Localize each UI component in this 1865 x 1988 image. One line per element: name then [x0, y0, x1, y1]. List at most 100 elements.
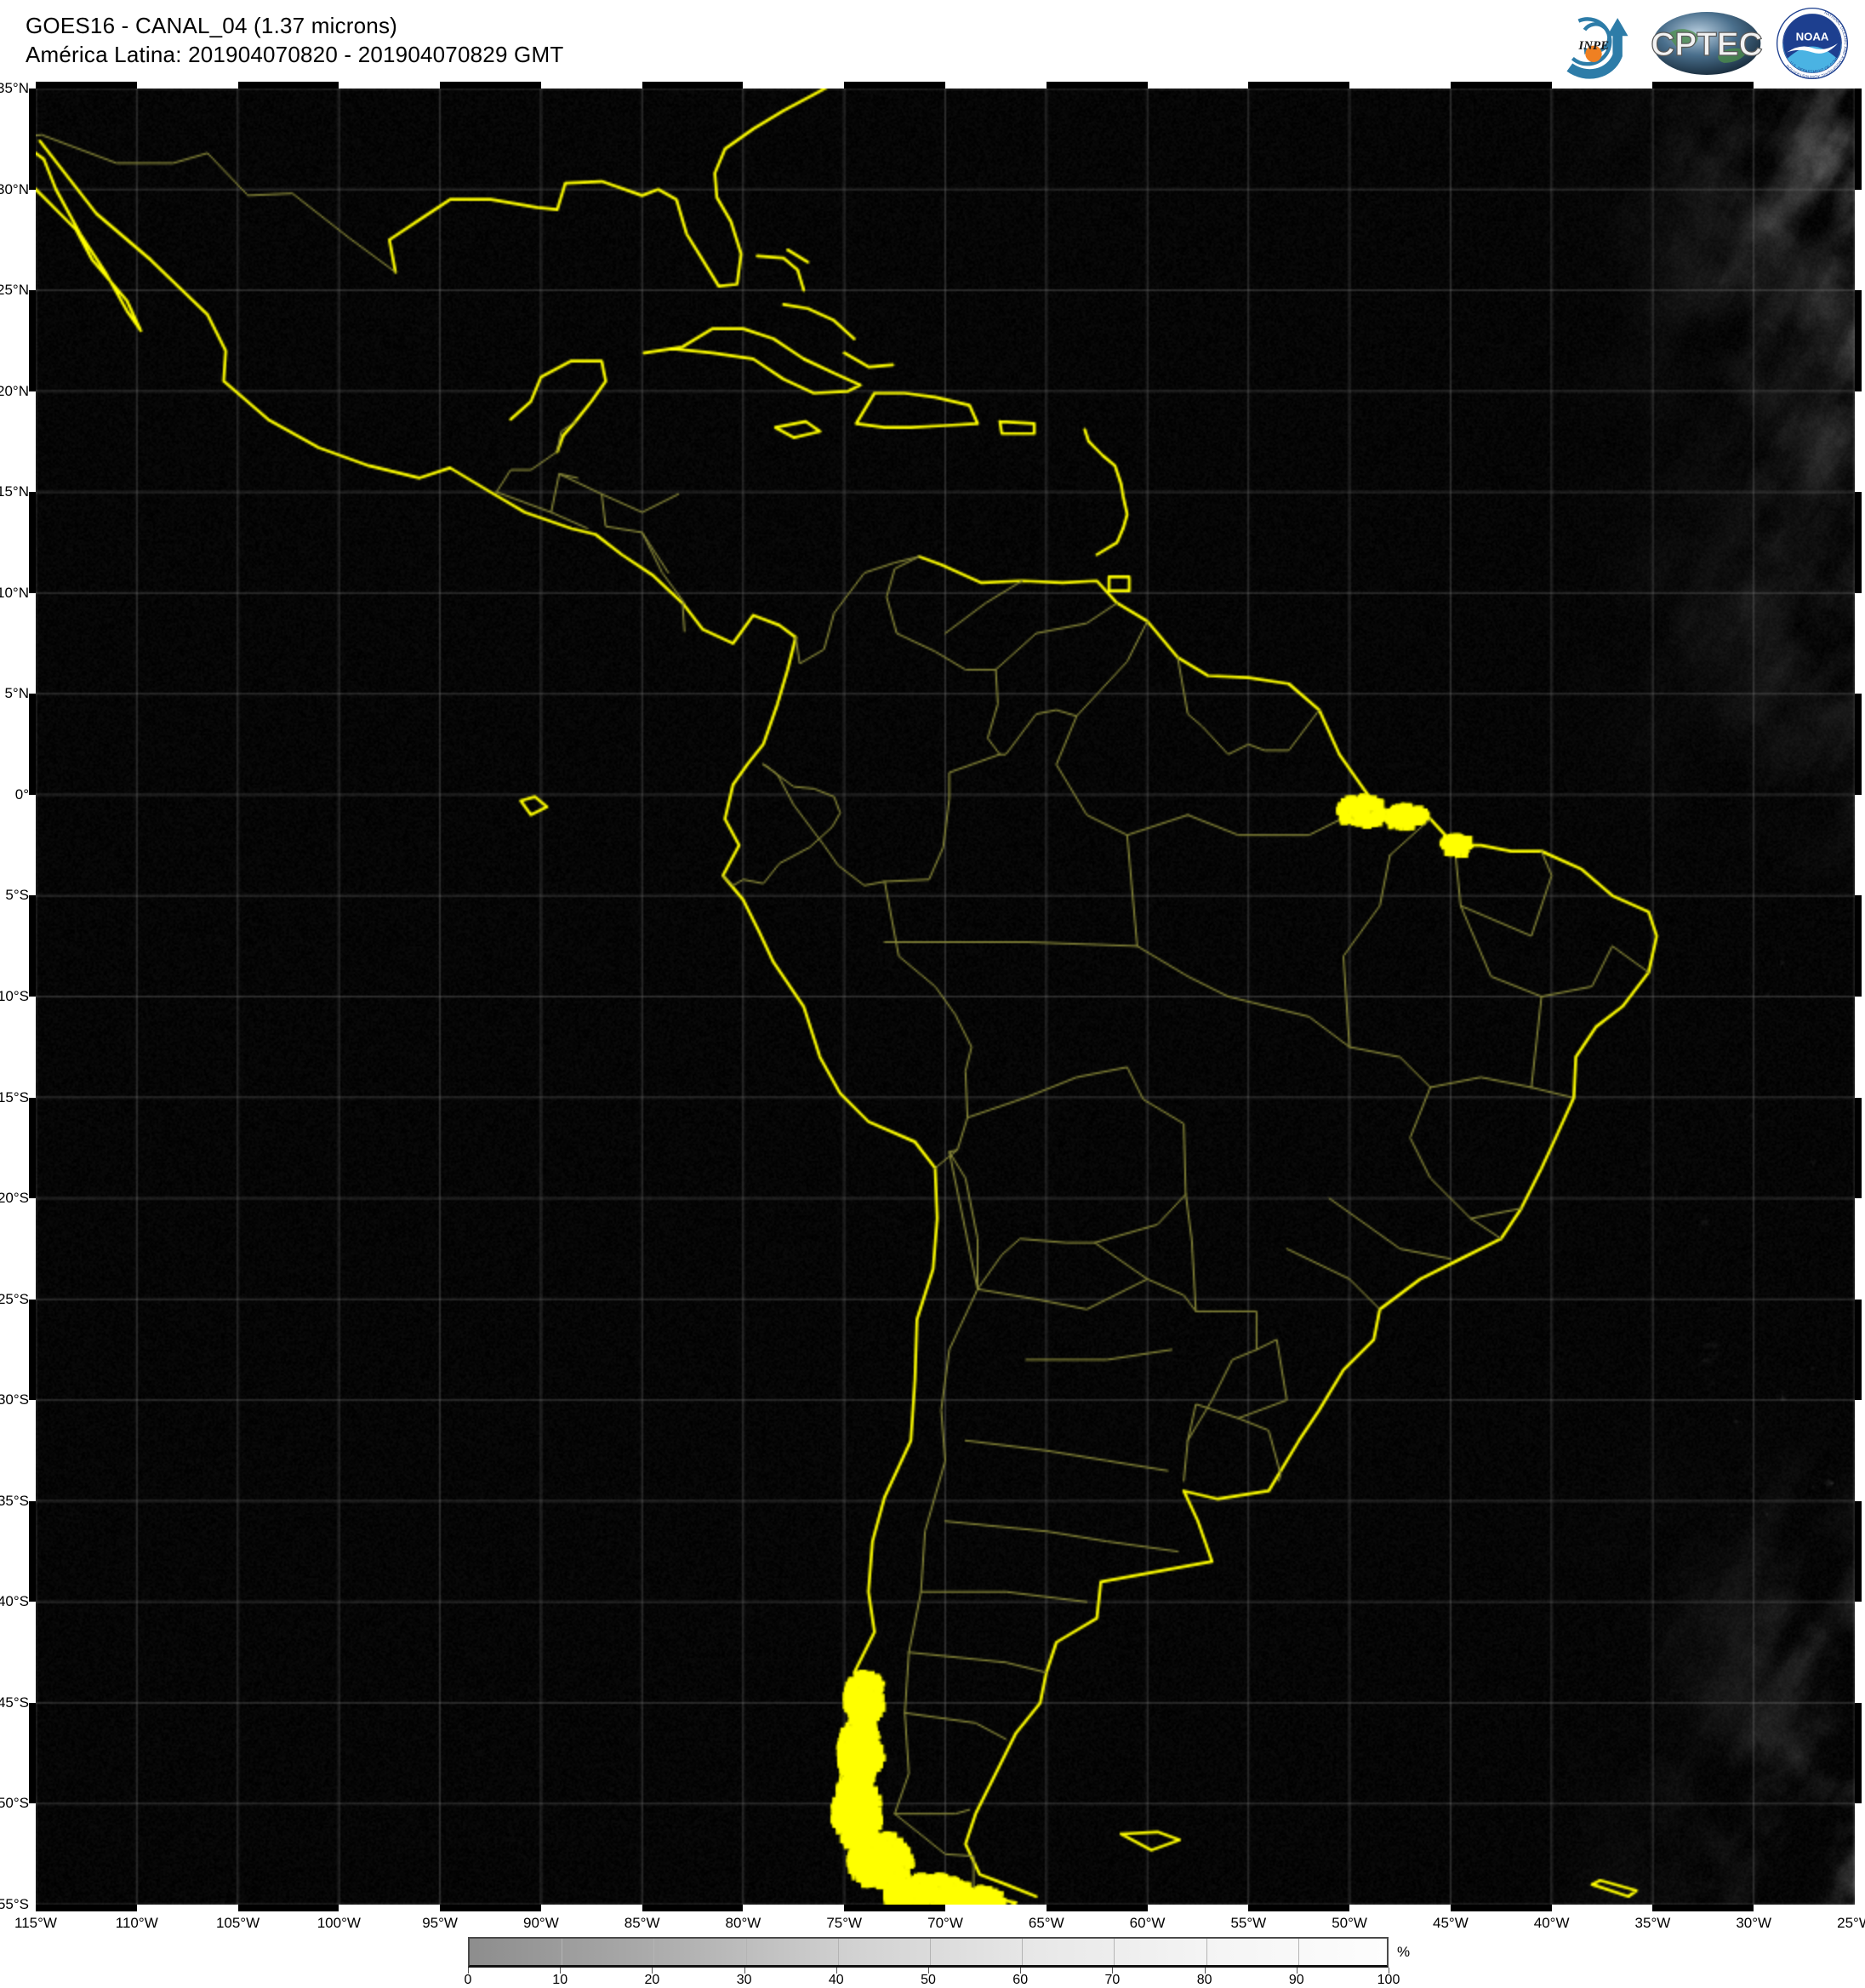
axis-tick-segment — [1855, 1702, 1862, 1804]
axis-tick-segment — [1450, 82, 1552, 89]
lat-tick-label: 20°N — [0, 382, 29, 399]
colorbar-unit-label: % — [1397, 1944, 1411, 1960]
axis-tick-segment — [1855, 1299, 1862, 1401]
axis-tick-segment — [642, 82, 744, 89]
colorbar-tick-label: 70 — [1104, 1973, 1121, 1987]
logo-strip: INPE CPTEC NOAA — [1556, 3, 1850, 83]
lat-tick-label: 0° — [14, 785, 29, 803]
lat-tick-label: 5°S — [5, 887, 29, 904]
colorbar-tickmark — [1204, 1968, 1206, 1974]
lon-tick-label: 90°W — [522, 1915, 559, 1931]
lon-tick-label: 50°W — [1332, 1915, 1367, 1931]
colorbar-tickmark — [1020, 1968, 1022, 1974]
satellite-image-canvas — [36, 89, 1855, 1905]
axis-tick-segment — [237, 1905, 339, 1911]
axis-tick-segment — [29, 1097, 36, 1199]
axis-tick-segment — [844, 82, 945, 89]
inpe-logo: INPE — [1566, 17, 1628, 79]
lat-tick-label: 50°S — [0, 1795, 29, 1812]
satellite-map[interactable] — [36, 89, 1855, 1905]
colorbar-tick-label: 30 — [736, 1973, 752, 1987]
axis-tick-segment — [844, 1905, 945, 1911]
axis-tick-segment — [1652, 82, 1754, 89]
axis-tick-segment — [440, 82, 541, 89]
colorbar-tickmark — [1296, 1968, 1298, 1974]
colorbar-divider — [1206, 1939, 1207, 1965]
header-bar: GOES16 - CANAL_04 (1.37 microns) América… — [0, 0, 1865, 89]
colorbar[interactable] — [468, 1937, 1389, 1968]
axis-tick-segment — [1855, 895, 1862, 997]
lon-tick-label: 100°W — [317, 1915, 361, 1931]
axis-tick-segment — [1450, 1905, 1552, 1911]
lat-tick-label: 15°S — [0, 1088, 29, 1105]
colorbar-gradient — [468, 1937, 1389, 1968]
lat-tick-label: 25°N — [0, 282, 29, 299]
colorbar-tick-label: 40 — [828, 1973, 844, 1987]
lat-tick-label: 35°S — [0, 1492, 29, 1509]
colorbar-tick-label: 20 — [644, 1973, 660, 1987]
axis-tick-segment — [1855, 290, 1862, 391]
lon-tick-label: 80°W — [725, 1915, 761, 1931]
colorbar-tick-label: 50 — [921, 1973, 936, 1987]
noaa-logo: NOAA NATIONAL OCEANIC AND ATMOSPHERIC AD… — [1775, 6, 1849, 80]
lat-tick-label: 10°N — [0, 584, 29, 601]
lat-tick-label: 15°N — [0, 483, 29, 500]
colorbar-tickmark — [560, 1968, 562, 1974]
lon-tick-label: 25°W — [1837, 1915, 1865, 1931]
colorbar-tickmark — [652, 1968, 653, 1974]
lat-tick-label: 30°N — [0, 180, 29, 197]
colorbar-divider — [1022, 1939, 1024, 1965]
colorbar-tickmark — [1112, 1968, 1114, 1974]
lat-tick-label: 40°S — [0, 1593, 29, 1610]
axis-tick-segment — [1855, 492, 1862, 593]
axis-top-band — [36, 82, 1855, 89]
axis-tick-segment — [29, 1500, 36, 1602]
axis-tick-segment — [1855, 694, 1862, 795]
lon-tick-label: 40°W — [1533, 1915, 1570, 1931]
colorbar-divider — [1298, 1939, 1299, 1965]
lat-tick-label: 10°S — [0, 988, 29, 1004]
colorbar-tickmark — [744, 1968, 745, 1974]
axis-left-band — [29, 89, 36, 1905]
title-block: GOES16 - CANAL_04 (1.37 microns) América… — [26, 12, 563, 70]
lon-tick-label: 105°W — [215, 1915, 260, 1931]
colorbar-tick-label: 10 — [552, 1973, 568, 1987]
lon-tick-label: 70°W — [927, 1915, 963, 1931]
colorbar-divider — [1114, 1939, 1115, 1965]
lat-tick-label: 35°N — [0, 80, 29, 96]
lon-tick-label: 65°W — [1028, 1915, 1064, 1931]
axis-tick-segment — [29, 290, 36, 391]
axis-tick-segment — [237, 82, 339, 89]
axis-tick-segment — [1652, 1905, 1754, 1911]
lon-tick-label: 55°W — [1230, 1915, 1267, 1931]
page-subtitle: América Latina: 201904070820 - 201904070… — [26, 41, 564, 67]
lon-tick-label: 85°W — [624, 1915, 660, 1931]
colorbar-tick-label: 60 — [1012, 1973, 1029, 1987]
axis-tick-segment — [642, 1905, 744, 1911]
lon-tick-label: 30°W — [1736, 1915, 1772, 1931]
axis-tick-segment — [440, 1905, 541, 1911]
colorbar-tick-label: 100 — [1377, 1973, 1400, 1987]
colorbar-tickmark — [836, 1968, 837, 1974]
colorbar-tick-label: 90 — [1288, 1973, 1304, 1987]
axis-tick-segment — [1248, 82, 1350, 89]
colorbar-tick-label: 0 — [464, 1973, 472, 1987]
colorbar-divider — [930, 1939, 931, 1965]
axis-tick-segment — [1855, 1500, 1862, 1602]
lon-tick-label: 45°W — [1432, 1915, 1469, 1931]
page-title: GOES16 - CANAL_04 (1.37 microns) — [26, 13, 398, 38]
axis-tick-segment — [29, 89, 36, 190]
lon-tick-label: 35°W — [1634, 1915, 1671, 1931]
lon-tick-label: 95°W — [422, 1915, 458, 1931]
lon-tick-label: 60°W — [1129, 1915, 1166, 1931]
lat-tick-label: 30°S — [0, 1391, 29, 1408]
lon-tick-label: 115°W — [14, 1915, 57, 1931]
axis-tick-segment — [1248, 1905, 1350, 1911]
axis-tick-segment — [1855, 89, 1862, 190]
axis-tick-segment — [29, 1299, 36, 1401]
colorbar-tickmark — [468, 1968, 469, 1974]
colorbar-divider — [653, 1939, 655, 1965]
cptec-logo: CPTEC — [1651, 12, 1763, 75]
lat-tick-label: 5°N — [4, 685, 29, 702]
axis-tick-segment — [1046, 1905, 1148, 1911]
